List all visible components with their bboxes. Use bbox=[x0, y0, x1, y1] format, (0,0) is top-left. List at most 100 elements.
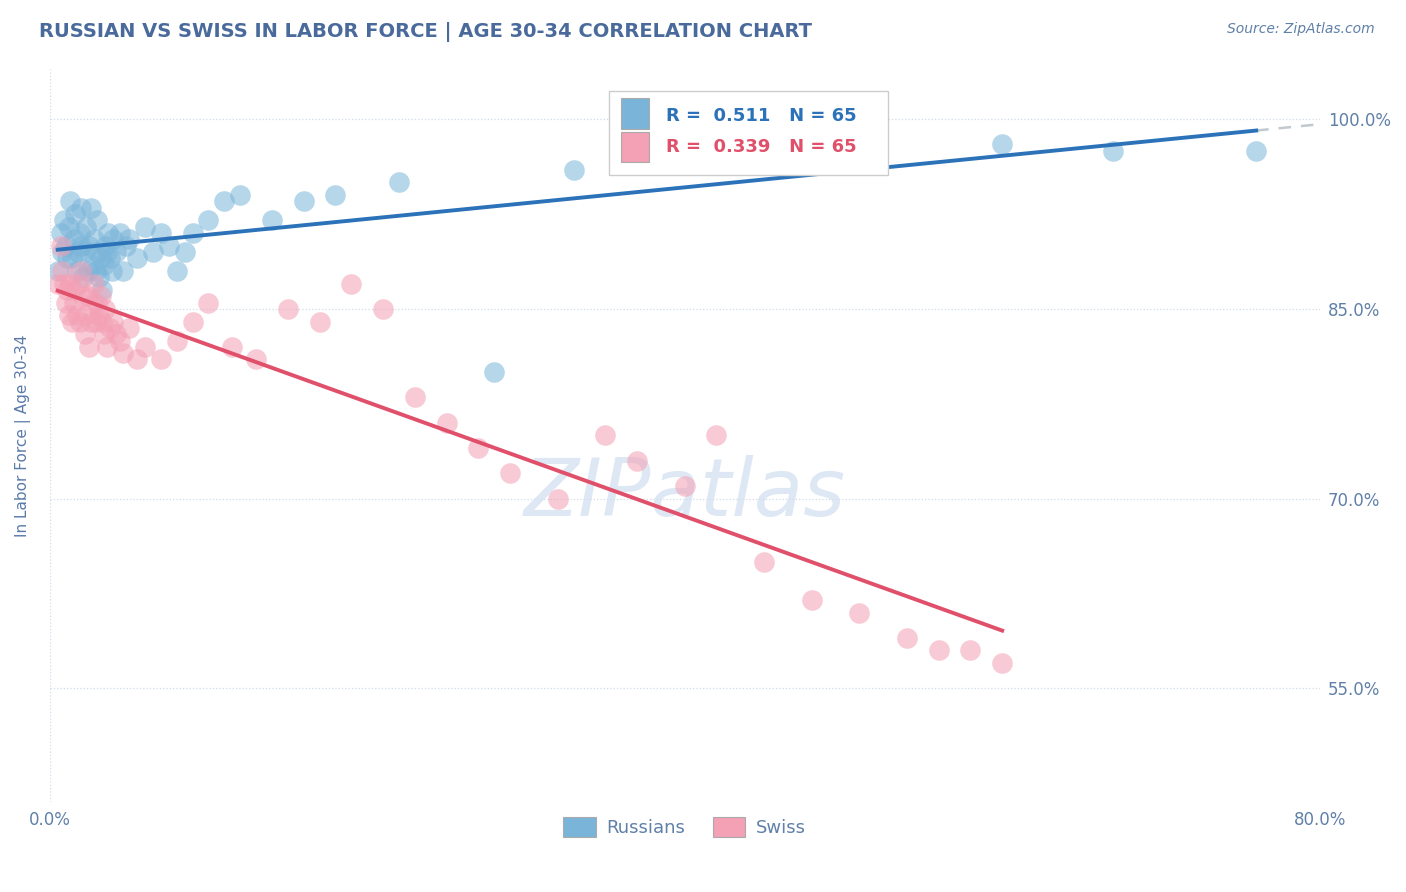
Point bbox=[79, 340, 101, 354]
Legend: Russians, Swiss: Russians, Swiss bbox=[557, 809, 813, 845]
Point bbox=[229, 188, 252, 202]
Point bbox=[197, 213, 219, 227]
Text: Source: ZipAtlas.com: Source: ZipAtlas.com bbox=[1227, 22, 1375, 37]
Point bbox=[118, 321, 141, 335]
Point bbox=[53, 213, 76, 227]
Point bbox=[76, 289, 98, 303]
Point bbox=[94, 301, 117, 316]
Point bbox=[62, 295, 84, 310]
FancyBboxPatch shape bbox=[609, 90, 889, 175]
Text: R =  0.511   N = 65: R = 0.511 N = 65 bbox=[665, 107, 856, 125]
Point bbox=[221, 340, 243, 354]
Point bbox=[69, 314, 91, 328]
Point bbox=[863, 150, 886, 164]
Point bbox=[245, 352, 267, 367]
Point bbox=[73, 327, 96, 342]
Point bbox=[86, 244, 108, 259]
Point bbox=[49, 238, 72, 252]
Point bbox=[149, 352, 172, 367]
Point bbox=[484, 365, 506, 379]
Point bbox=[173, 244, 195, 259]
Point bbox=[959, 643, 981, 657]
Point bbox=[51, 244, 73, 259]
FancyBboxPatch shape bbox=[621, 98, 650, 128]
Point bbox=[157, 238, 180, 252]
Point bbox=[96, 244, 118, 259]
Point bbox=[60, 252, 83, 266]
Point bbox=[62, 232, 84, 246]
Point bbox=[63, 283, 86, 297]
Point bbox=[991, 656, 1014, 670]
Point bbox=[84, 264, 107, 278]
Y-axis label: In Labor Force | Age 30-34: In Labor Force | Age 30-34 bbox=[15, 334, 31, 537]
Point bbox=[96, 340, 118, 354]
Point bbox=[76, 264, 98, 278]
Point bbox=[115, 238, 138, 252]
Point bbox=[673, 479, 696, 493]
Point bbox=[91, 283, 114, 297]
Point bbox=[292, 194, 315, 209]
Point bbox=[111, 346, 134, 360]
Point bbox=[80, 314, 103, 328]
Point bbox=[82, 295, 104, 310]
Point bbox=[93, 327, 115, 342]
Point bbox=[547, 491, 569, 506]
Point bbox=[197, 295, 219, 310]
Point bbox=[87, 308, 110, 322]
Point bbox=[75, 219, 97, 234]
Point bbox=[181, 314, 204, 328]
Point bbox=[72, 270, 94, 285]
Point bbox=[49, 226, 72, 240]
Point bbox=[105, 327, 128, 342]
Point bbox=[97, 226, 120, 240]
Point bbox=[142, 244, 165, 259]
Point bbox=[84, 314, 107, 328]
Point bbox=[166, 264, 188, 278]
Point bbox=[340, 277, 363, 291]
Point bbox=[72, 289, 94, 303]
Point bbox=[166, 334, 188, 348]
Point bbox=[118, 232, 141, 246]
Point bbox=[87, 270, 110, 285]
Point bbox=[848, 606, 870, 620]
Point bbox=[134, 219, 156, 234]
Point bbox=[214, 194, 236, 209]
Point bbox=[181, 226, 204, 240]
Point bbox=[108, 226, 131, 240]
Point bbox=[67, 277, 90, 291]
Point bbox=[125, 352, 148, 367]
Point bbox=[86, 295, 108, 310]
Point bbox=[75, 308, 97, 322]
Point bbox=[641, 150, 664, 164]
Point bbox=[706, 428, 728, 442]
Point bbox=[66, 308, 89, 322]
Point bbox=[59, 277, 82, 291]
Point bbox=[125, 252, 148, 266]
FancyBboxPatch shape bbox=[621, 132, 650, 162]
Point bbox=[404, 391, 426, 405]
Point bbox=[53, 277, 76, 291]
Point bbox=[103, 232, 125, 246]
Point bbox=[56, 252, 79, 266]
Point bbox=[55, 238, 77, 252]
Point bbox=[69, 226, 91, 240]
Point bbox=[277, 301, 299, 316]
Point bbox=[103, 314, 125, 328]
Point bbox=[67, 244, 90, 259]
Point bbox=[100, 264, 122, 278]
Point bbox=[55, 295, 77, 310]
Text: ZIPatlas: ZIPatlas bbox=[523, 455, 846, 533]
Point bbox=[928, 643, 950, 657]
Point bbox=[98, 252, 121, 266]
Point bbox=[98, 321, 121, 335]
Point bbox=[94, 238, 117, 252]
Point bbox=[436, 416, 458, 430]
Point bbox=[308, 314, 330, 328]
Point bbox=[79, 238, 101, 252]
Point bbox=[90, 252, 112, 266]
Point bbox=[595, 428, 617, 442]
Point bbox=[388, 175, 411, 189]
Point bbox=[46, 277, 69, 291]
Point bbox=[60, 314, 83, 328]
Point bbox=[93, 258, 115, 272]
